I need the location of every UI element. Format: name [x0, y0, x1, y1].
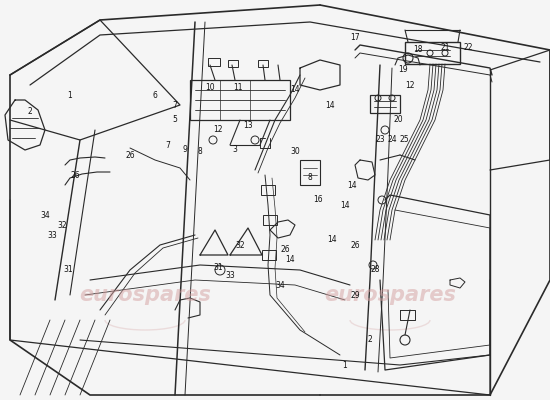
Text: 33: 33: [225, 270, 235, 280]
Bar: [263, 215, 277, 225]
Bar: [261, 185, 275, 195]
Text: 14: 14: [285, 256, 295, 264]
Text: 8: 8: [197, 148, 202, 156]
Text: 25: 25: [399, 136, 409, 144]
Text: 5: 5: [173, 116, 178, 124]
Text: 24: 24: [387, 136, 397, 144]
Text: 29: 29: [350, 290, 360, 300]
Bar: [258, 60, 268, 67]
Text: eurospares: eurospares: [324, 285, 456, 305]
Text: 34: 34: [40, 210, 50, 220]
Bar: [262, 250, 276, 260]
Bar: [405, 42, 460, 64]
Text: 18: 18: [413, 46, 423, 54]
Text: 14: 14: [340, 200, 350, 210]
Bar: [228, 60, 238, 67]
Text: 14: 14: [347, 180, 357, 190]
Text: 26: 26: [125, 150, 135, 160]
Text: 3: 3: [233, 146, 238, 154]
Text: 1: 1: [68, 90, 73, 100]
Text: 6: 6: [152, 90, 157, 100]
Text: 23: 23: [375, 136, 385, 144]
Bar: [208, 58, 220, 66]
Text: 7: 7: [166, 140, 170, 150]
Text: 8: 8: [307, 174, 312, 182]
Text: 12: 12: [405, 80, 415, 90]
Text: 34: 34: [275, 280, 285, 290]
Text: eurospares: eurospares: [79, 285, 211, 305]
Text: 31: 31: [213, 264, 223, 272]
Text: 26: 26: [350, 240, 360, 250]
Text: 17: 17: [350, 34, 360, 42]
Bar: [190, 80, 290, 120]
Text: 2: 2: [28, 108, 32, 116]
Text: 7: 7: [173, 100, 178, 110]
Text: 11: 11: [233, 84, 243, 92]
Text: 20: 20: [393, 116, 403, 124]
Text: 21: 21: [440, 44, 450, 52]
Text: 2: 2: [367, 336, 372, 344]
Text: 12: 12: [213, 126, 223, 134]
Text: 14: 14: [290, 86, 300, 94]
Text: 26: 26: [70, 170, 80, 180]
Text: 14: 14: [325, 100, 335, 110]
Text: 28: 28: [370, 266, 380, 274]
Text: 26: 26: [280, 246, 290, 254]
Text: 14: 14: [327, 236, 337, 244]
Text: 13: 13: [243, 120, 253, 130]
Bar: [300, 160, 320, 185]
Text: 32: 32: [57, 220, 67, 230]
Text: 33: 33: [47, 230, 57, 240]
Text: 10: 10: [205, 84, 215, 92]
Text: 22: 22: [463, 44, 473, 52]
Text: 31: 31: [63, 266, 73, 274]
Text: 16: 16: [313, 196, 323, 204]
Text: 1: 1: [343, 360, 348, 370]
Text: 32: 32: [235, 240, 245, 250]
Bar: [370, 95, 400, 113]
Text: 30: 30: [290, 148, 300, 156]
Text: 19: 19: [398, 66, 408, 74]
Text: 9: 9: [183, 146, 188, 154]
